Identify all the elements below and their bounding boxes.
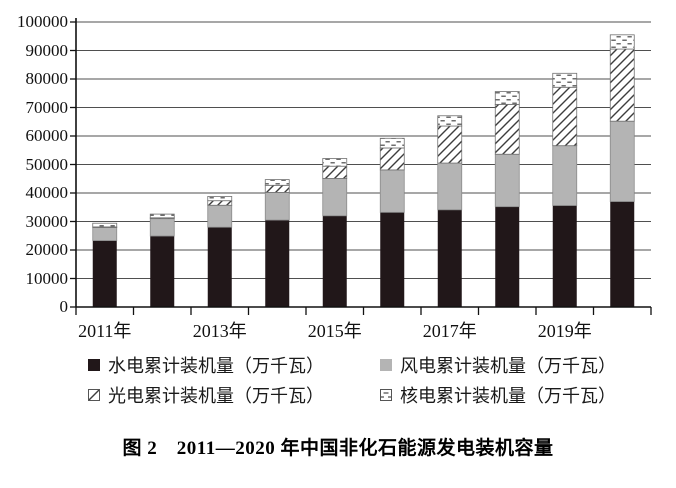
legend-item-hydro: 水电累计装机量（万千瓦） — [88, 352, 380, 377]
bar-segment — [494, 153, 520, 208]
wind-swatch-icon — [380, 358, 392, 371]
bar-segment — [207, 204, 233, 228]
bar-segment — [265, 220, 290, 307]
y-axis-label: 90000 — [25, 40, 69, 60]
x-axis-label: 2017年 — [422, 321, 477, 341]
x-axis-tick-labels: 2011年 2013年 2015年 2017年 2019年 — [0, 0, 676, 341]
bar-segment — [494, 103, 520, 155]
bar-segment — [207, 196, 233, 202]
y-axis-label: 50000 — [25, 154, 69, 174]
bar-segment — [609, 34, 635, 50]
x-axis-label: 2015年 — [307, 321, 362, 341]
bar-segment — [437, 162, 463, 211]
bar-segment — [495, 206, 520, 307]
bar-segment — [207, 200, 233, 206]
bar-segment — [322, 215, 347, 307]
legend-item-wind: 风电累计装机量（万千瓦） — [380, 352, 616, 377]
y-axis-label: 40000 — [25, 183, 69, 202]
bar-segment — [150, 236, 175, 307]
bar-segment — [609, 120, 635, 202]
y-axis-label: 20000 — [25, 240, 69, 259]
bar-segment — [92, 227, 118, 241]
x-axis-label: 2019年 — [537, 321, 592, 341]
bar-segment — [552, 205, 577, 307]
hydro-swatch-icon — [88, 358, 100, 371]
bar-segment — [494, 91, 520, 105]
stacked-bar-chart — [70, 18, 652, 315]
bar-segment — [552, 72, 578, 88]
legend-item-nuclear: 核电累计装机量（万千瓦） — [380, 382, 616, 407]
nuclear-dash-swatch-icon — [380, 388, 392, 401]
bar-segment — [610, 201, 635, 307]
legend-label-wind: 风电累计装机量（万千瓦） — [400, 355, 616, 376]
x-axis-label: 2011年 — [78, 321, 132, 341]
y-axis-label: 0 — [59, 297, 69, 316]
y-axis-label: 60000 — [25, 126, 69, 145]
bar-segment — [379, 137, 405, 149]
legend-item-solar: 光电累计装机量（万千瓦） — [88, 382, 380, 407]
bar-segment — [437, 209, 462, 307]
bar-segment — [322, 158, 348, 167]
bar-segment — [264, 192, 290, 221]
y-axis-label: 100000 — [17, 12, 68, 31]
bar-segment — [552, 145, 578, 206]
solar-hatch-swatch-icon — [88, 388, 100, 401]
bar-segment — [207, 227, 232, 307]
bar-segment — [380, 212, 405, 307]
bar-segment — [264, 184, 290, 193]
bar-segment — [322, 178, 348, 217]
bar-segment — [264, 179, 290, 186]
bar-segment — [552, 86, 578, 147]
x-axis-label: 2013年 — [192, 321, 247, 341]
bar-segment — [437, 115, 463, 127]
y-axis-label: 30000 — [25, 211, 69, 231]
bars — [92, 34, 635, 307]
bar-segment — [379, 147, 405, 171]
legend-label-hydro: 水电累计装机量（万千瓦） — [108, 355, 324, 376]
y-axis-label: 10000 — [25, 268, 69, 288]
y-axis-label: 70000 — [25, 97, 69, 117]
axes — [70, 18, 652, 315]
bar-segment — [379, 169, 405, 213]
legend-label-solar: 光电累计装机量（万千瓦） — [108, 385, 324, 406]
y-axis-label: 80000 — [25, 69, 69, 88]
bar-segment — [92, 240, 117, 307]
bar-segment — [149, 218, 175, 237]
bar-segment — [609, 48, 635, 122]
bar-segment — [149, 213, 175, 219]
bar-segment — [92, 222, 118, 228]
chart-legend: 水电累计装机量（万千瓦） 风电累计装机量（万千瓦） 光电累计装机量（万千瓦） — [88, 352, 616, 407]
figure-caption: 图 2 2011—2020 年中国非化石能源发电装机容量 — [122, 438, 554, 459]
y-axis-tick-labels: 0 10000 20000 30000 40000 50000 60000 70000 8000… — [0, 0, 68, 330]
legend-label-nuclear: 核电累计装机量（万千瓦） — [400, 385, 616, 406]
bar-segment — [322, 165, 348, 179]
bar-segment — [437, 125, 463, 164]
